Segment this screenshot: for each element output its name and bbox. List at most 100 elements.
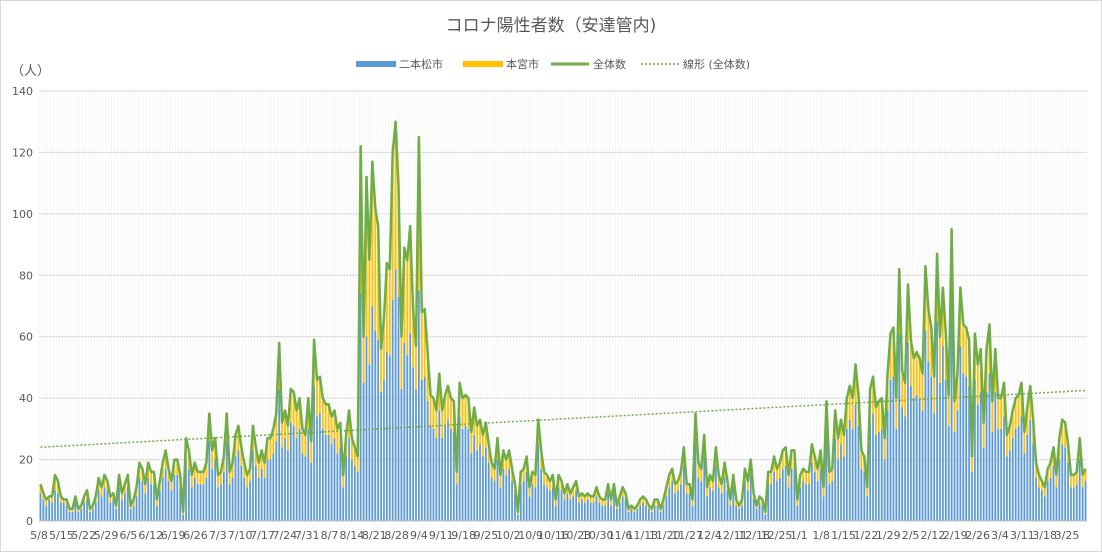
bar-nihonmatsu bbox=[872, 413, 874, 521]
bar-nihonmatsu bbox=[310, 462, 313, 521]
y-tick-label: 60 bbox=[19, 331, 33, 344]
bar-motomiya bbox=[875, 407, 877, 435]
bar-nihonmatsu bbox=[508, 468, 511, 521]
bar-nihonmatsu bbox=[671, 481, 674, 521]
bar-nihonmatsu bbox=[356, 471, 359, 521]
bar-nihonmatsu bbox=[121, 499, 123, 521]
bar-motomiya bbox=[71, 508, 74, 512]
bar-motomiya bbox=[435, 410, 438, 439]
bar-nihonmatsu bbox=[1078, 459, 1081, 521]
bar-nihonmatsu bbox=[551, 487, 554, 521]
bar-nihonmatsu bbox=[808, 484, 810, 521]
bar-nihonmatsu bbox=[377, 339, 380, 521]
bar-motomiya bbox=[109, 496, 112, 503]
bar-nihonmatsu bbox=[336, 453, 339, 521]
bar-motomiya bbox=[255, 447, 257, 466]
bar-nihonmatsu bbox=[781, 468, 784, 521]
bar-motomiya bbox=[720, 484, 723, 494]
x-tick-label: 1/15 bbox=[831, 529, 856, 542]
bar-motomiya bbox=[470, 431, 473, 454]
bar-motomiya bbox=[409, 226, 412, 334]
bar-nihonmatsu bbox=[319, 413, 321, 521]
bar-nihonmatsu bbox=[426, 401, 429, 521]
bar-motomiya bbox=[1061, 419, 1064, 445]
bar-nihonmatsu bbox=[295, 438, 298, 521]
bar-motomiya bbox=[205, 462, 208, 478]
bar-nihonmatsu bbox=[843, 456, 845, 521]
bar-motomiya bbox=[1035, 462, 1037, 478]
y-tick-label: 120 bbox=[12, 146, 33, 159]
bar-nihonmatsu bbox=[1075, 484, 1078, 521]
bar-nihonmatsu bbox=[452, 431, 455, 521]
bar-motomiya bbox=[854, 364, 857, 405]
bar-nihonmatsu bbox=[45, 505, 48, 521]
bar-nihonmatsu bbox=[694, 441, 697, 521]
bar-motomiya bbox=[921, 373, 924, 411]
bar-nihonmatsu bbox=[639, 505, 642, 521]
bar-nihonmatsu bbox=[447, 419, 449, 521]
bar-nihonmatsu bbox=[406, 355, 409, 521]
x-tick-label: 3/11 bbox=[1010, 529, 1035, 542]
bar-nihonmatsu bbox=[1058, 459, 1061, 521]
bar-motomiya bbox=[956, 373, 959, 411]
bar-nihonmatsu bbox=[287, 450, 289, 521]
bar-nihonmatsu bbox=[39, 493, 42, 521]
bar-motomiya bbox=[386, 263, 388, 353]
bar-motomiya bbox=[202, 471, 205, 485]
bar-nihonmatsu bbox=[135, 496, 138, 521]
bar-motomiya bbox=[997, 398, 1000, 429]
bar-nihonmatsu bbox=[534, 487, 537, 521]
x-tick-label: 10/9 bbox=[518, 529, 543, 542]
bar-nihonmatsu bbox=[342, 487, 345, 521]
bar-motomiya bbox=[738, 505, 740, 509]
bar-nihonmatsu bbox=[613, 493, 615, 521]
bar-motomiya bbox=[348, 410, 350, 439]
bar-nihonmatsu bbox=[490, 478, 493, 521]
bar-motomiya bbox=[1084, 468, 1087, 482]
bar-nihonmatsu bbox=[479, 444, 481, 521]
bar-nihonmatsu bbox=[292, 425, 295, 521]
bar-nihonmatsu bbox=[415, 388, 417, 521]
bar-nihonmatsu bbox=[420, 379, 423, 521]
bar-nihonmatsu bbox=[706, 496, 708, 521]
bar-nihonmatsu bbox=[630, 508, 633, 521]
bar-motomiya bbox=[691, 499, 694, 506]
bar-nihonmatsu bbox=[1067, 462, 1069, 521]
bar-motomiya bbox=[1043, 487, 1046, 497]
bar-nihonmatsu bbox=[927, 361, 930, 521]
bar-nihonmatsu bbox=[997, 428, 1000, 521]
bar-motomiya bbox=[351, 438, 353, 460]
bar-motomiya bbox=[822, 487, 825, 497]
bar-motomiya bbox=[1055, 474, 1058, 488]
bar-motomiya bbox=[292, 392, 295, 426]
bar-nihonmatsu bbox=[813, 471, 816, 521]
bar-nihonmatsu bbox=[1084, 481, 1087, 521]
bar-motomiya bbox=[353, 447, 356, 466]
bar-motomiya bbox=[915, 352, 918, 396]
x-tick-label: 12/11 bbox=[716, 529, 748, 542]
bar-nihonmatsu bbox=[554, 505, 557, 521]
bar-nihonmatsu bbox=[517, 514, 519, 521]
bar-nihonmatsu bbox=[796, 505, 799, 521]
bar-nihonmatsu bbox=[665, 496, 668, 521]
bar-motomiya bbox=[441, 410, 444, 439]
bar-motomiya bbox=[586, 493, 589, 500]
bar-nihonmatsu bbox=[889, 379, 892, 521]
bar-nihonmatsu bbox=[578, 502, 580, 521]
bar-motomiya bbox=[546, 474, 548, 488]
bar-nihonmatsu bbox=[150, 484, 152, 521]
bar-nihonmatsu bbox=[793, 468, 796, 521]
bar-motomiya bbox=[933, 376, 936, 414]
bar-nihonmatsu bbox=[633, 511, 636, 521]
bar-nihonmatsu bbox=[642, 502, 644, 521]
bar-nihonmatsu bbox=[595, 496, 598, 521]
bar-nihonmatsu bbox=[388, 355, 391, 521]
bar-motomiya bbox=[677, 481, 679, 491]
bar-motomiya bbox=[877, 401, 880, 432]
bar-nihonmatsu bbox=[228, 484, 231, 521]
bar-nihonmatsu bbox=[484, 447, 487, 521]
bar-nihonmatsu bbox=[746, 490, 749, 521]
bar-nihonmatsu bbox=[65, 505, 68, 521]
bar-nihonmatsu bbox=[537, 444, 540, 521]
